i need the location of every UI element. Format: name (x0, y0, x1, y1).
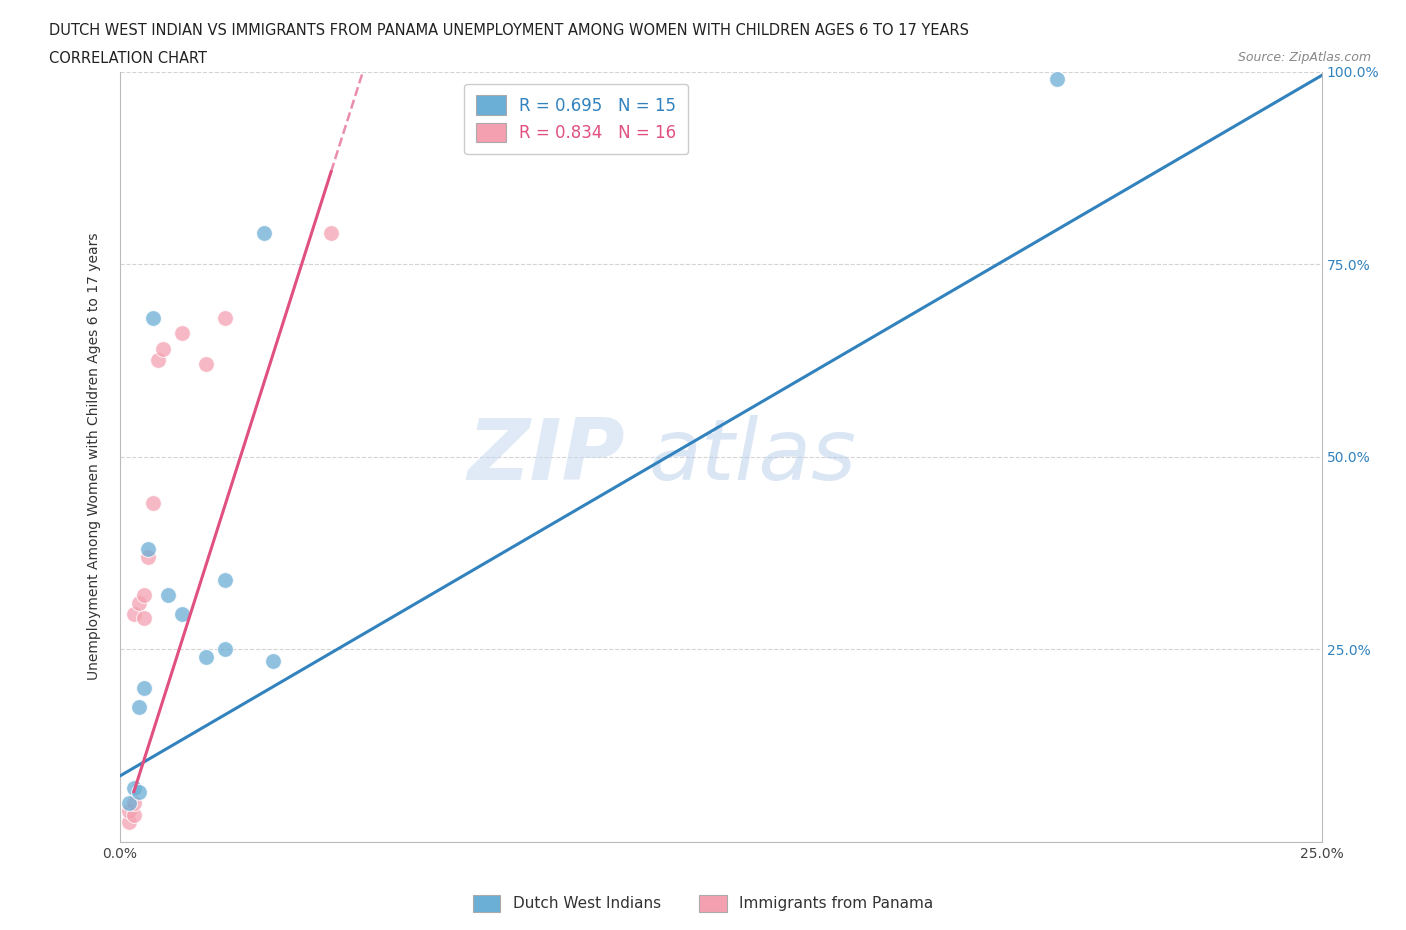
Point (138, 541, 160, 556)
Legend: Dutch West Indians, Immigrants from Panama: Dutch West Indians, Immigrants from Pana… (467, 889, 939, 918)
Text: ZIP: ZIP (467, 415, 624, 498)
Text: DUTCH WEST INDIAN VS IMMIGRANTS FROM PANAMA UNEMPLOYMENT AMONG WOMEN WITH CHILDR: DUTCH WEST INDIAN VS IMMIGRANTS FROM PAN… (49, 23, 969, 38)
Point (128, 699, 150, 714)
Point (118, 796, 141, 811)
Point (195, 357, 218, 372)
Point (122, 796, 145, 811)
Text: atlas: atlas (648, 415, 856, 498)
Point (122, 607, 145, 622)
Point (128, 595, 150, 610)
Point (214, 311, 236, 325)
Point (253, 226, 276, 241)
Point (132, 588, 155, 603)
Point (132, 611, 155, 626)
Point (118, 815, 141, 830)
Point (214, 572, 236, 587)
Point (132, 680, 155, 695)
Legend: R = 0.695   N = 15, R = 0.834   N = 16: R = 0.695 N = 15, R = 0.834 N = 16 (464, 84, 688, 154)
Point (319, 226, 342, 241)
Point (195, 649, 218, 664)
Point (122, 780, 145, 795)
Point (156, 588, 179, 603)
Text: Source: ZipAtlas.com: Source: ZipAtlas.com (1237, 51, 1371, 64)
Point (142, 496, 165, 511)
Y-axis label: Unemployment Among Women with Children Ages 6 to 17 years: Unemployment Among Women with Children A… (87, 232, 101, 681)
Point (214, 642, 236, 657)
Point (138, 550, 160, 565)
Point (152, 341, 174, 356)
Point (1046, 72, 1069, 86)
Point (170, 326, 193, 341)
Point (122, 807, 145, 822)
Point (262, 653, 284, 668)
Point (146, 353, 169, 368)
Text: CORRELATION CHART: CORRELATION CHART (49, 51, 207, 66)
Point (170, 607, 193, 622)
Point (128, 784, 150, 799)
Point (118, 804, 141, 818)
Point (142, 311, 165, 325)
